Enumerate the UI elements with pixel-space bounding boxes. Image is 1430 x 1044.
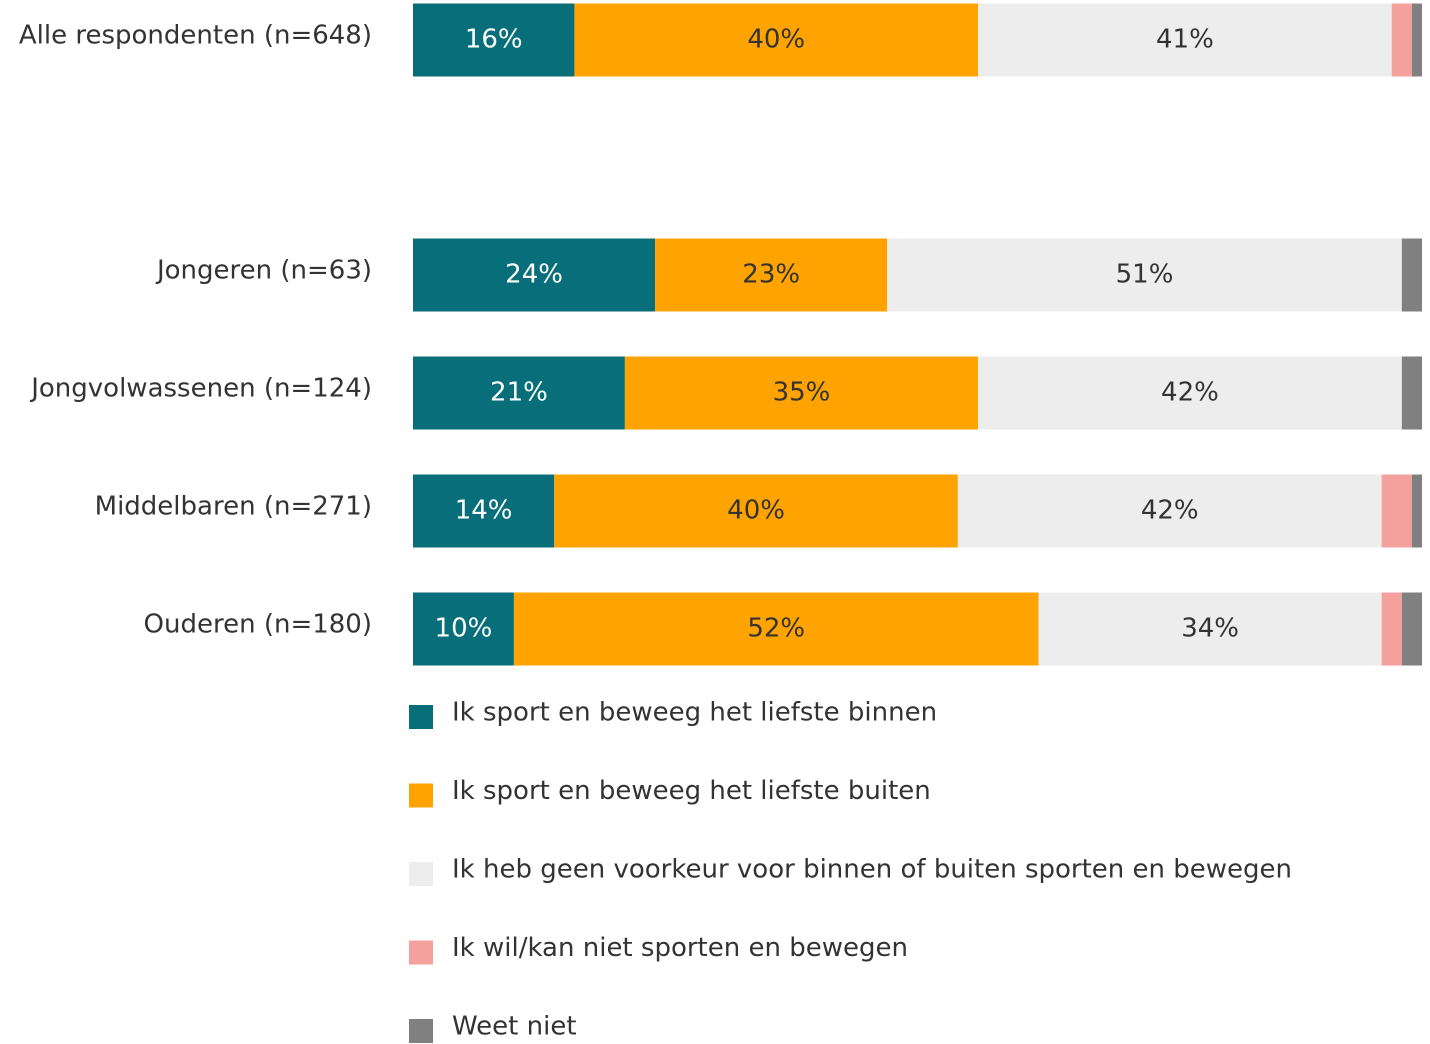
category-label: Ouderen (n=180) bbox=[144, 610, 372, 640]
value-label: 14% bbox=[455, 496, 513, 526]
bar-segment bbox=[413, 3, 575, 77]
legend-label: Ik heb geen voorkeur voor binnen of buit… bbox=[452, 855, 1292, 885]
bar-segment bbox=[1411, 474, 1422, 548]
category-label: Alle respondenten (n=648) bbox=[19, 21, 372, 51]
value-label: 40% bbox=[747, 25, 805, 55]
bar-segment bbox=[1411, 3, 1422, 77]
bar-segment bbox=[655, 238, 888, 312]
bar-segment bbox=[978, 356, 1402, 430]
bar-segment bbox=[1391, 3, 1412, 77]
bar-segment bbox=[1401, 356, 1422, 430]
bar-segment bbox=[887, 238, 1402, 312]
bar-segment bbox=[1038, 592, 1382, 666]
value-label: 21% bbox=[490, 378, 548, 408]
category-label: Jongvolwassenen (n=124) bbox=[29, 374, 372, 404]
legend-swatch bbox=[409, 940, 433, 965]
legend-label: Ik sport en beweeg het liefste binnen bbox=[452, 698, 937, 728]
legend-label: Ik wil/kan niet sporten en bewegen bbox=[452, 933, 908, 963]
legend-swatch bbox=[409, 783, 433, 808]
bar-segment bbox=[413, 238, 656, 312]
bar-segment bbox=[957, 474, 1382, 548]
value-label: 42% bbox=[1161, 378, 1219, 408]
bar-segment bbox=[413, 592, 514, 666]
legend-swatch bbox=[409, 862, 433, 886]
bar-segment bbox=[574, 3, 979, 77]
bar-segment bbox=[1401, 592, 1422, 666]
bar-segment bbox=[978, 3, 1392, 77]
bar-segment bbox=[554, 474, 958, 548]
value-label: 24% bbox=[505, 260, 563, 290]
value-label: 40% bbox=[727, 496, 785, 526]
bar-segment bbox=[413, 474, 555, 548]
value-label: 52% bbox=[747, 614, 805, 644]
value-label: 16% bbox=[465, 25, 523, 55]
bar-segment bbox=[624, 356, 979, 430]
value-label: 10% bbox=[435, 614, 493, 644]
bar-segment bbox=[413, 356, 625, 430]
value-label: 34% bbox=[1181, 614, 1239, 644]
legend-label: Weet niet bbox=[452, 1012, 577, 1042]
bar-segment bbox=[513, 592, 1039, 666]
bar-segment bbox=[1401, 238, 1422, 312]
value-label: 42% bbox=[1141, 496, 1199, 526]
category-label: Jongeren (n=63) bbox=[155, 256, 372, 286]
value-label: 23% bbox=[742, 260, 800, 290]
legend-swatch bbox=[409, 705, 433, 729]
category-label: Middelbaren (n=271) bbox=[95, 492, 372, 522]
legend-swatch bbox=[409, 1019, 433, 1043]
value-label: 51% bbox=[1116, 260, 1174, 290]
bar-segment bbox=[1381, 474, 1412, 548]
value-label: 41% bbox=[1156, 25, 1214, 55]
bar-segment bbox=[1381, 592, 1402, 666]
legend-label: Ik sport en beweeg het liefste buiten bbox=[452, 776, 931, 806]
value-label: 35% bbox=[773, 378, 831, 408]
